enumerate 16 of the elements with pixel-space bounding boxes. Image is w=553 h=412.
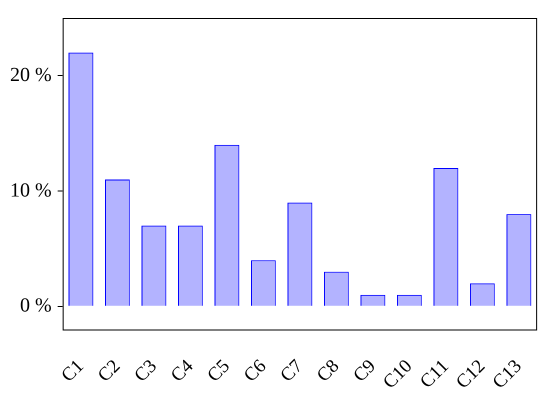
x-tick-label: C6 (240, 356, 270, 386)
x-tick-label: C3 (130, 356, 161, 386)
x-tick-label: C11 (416, 356, 453, 392)
x-tick-label: C4 (166, 355, 198, 386)
x-tick-label: C1 (57, 356, 88, 386)
x-tick-label: C5 (203, 356, 234, 386)
x-tick-label: C12 (452, 356, 490, 394)
x-tick-label: C7 (276, 356, 307, 386)
x-tick-label: C10 (379, 356, 416, 394)
x-tick-label: C2 (94, 356, 124, 386)
y-tick-label: 0 % (20, 294, 52, 317)
y-tick-label: 20 % (10, 64, 52, 86)
y-tick-label: 10 % (10, 179, 52, 202)
x-tick-label: C9 (349, 356, 380, 386)
x-tick-label: C13 (488, 356, 526, 394)
x-tick-label: C8 (312, 356, 344, 386)
